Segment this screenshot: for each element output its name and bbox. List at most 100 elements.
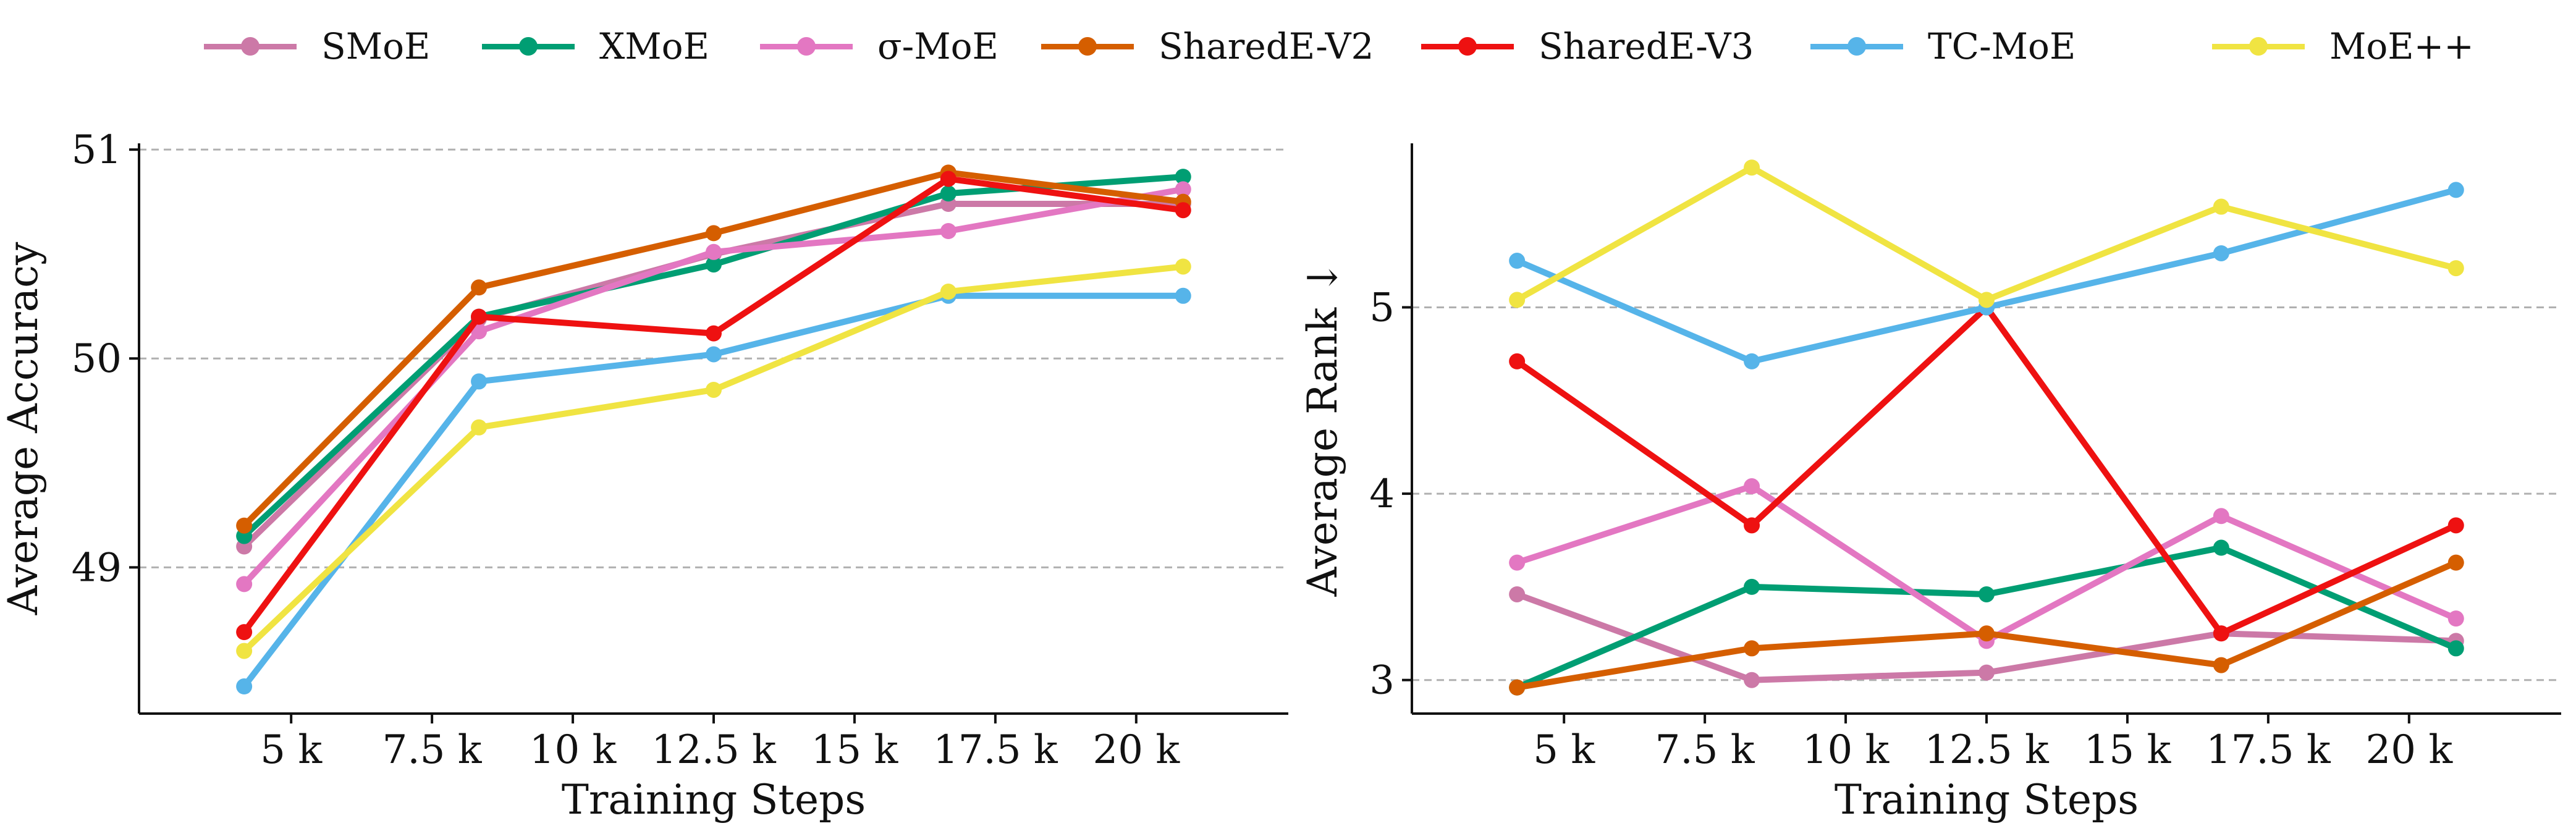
x-axis-label: Training Steps bbox=[1835, 776, 2139, 824]
series-line bbox=[1514, 483, 2459, 644]
data-point bbox=[2213, 625, 2229, 642]
data-point bbox=[2213, 245, 2229, 261]
data-point bbox=[1978, 625, 1995, 642]
legend-marker bbox=[797, 36, 816, 56]
data-point bbox=[1175, 287, 1191, 304]
data-point bbox=[1509, 586, 1526, 602]
data-point bbox=[2447, 610, 2464, 627]
legend-label: MoE++ bbox=[2329, 25, 2474, 67]
legend-label: SharedE-V2 bbox=[1159, 25, 1374, 67]
data-point bbox=[1744, 478, 1760, 495]
x-tick-label: 15 k bbox=[811, 727, 899, 773]
y-tick-label: 50 bbox=[72, 336, 122, 382]
y-tick-label: 5 bbox=[1369, 285, 1395, 331]
legend-label: XMoE bbox=[599, 25, 709, 67]
legend-marker bbox=[2249, 36, 2268, 56]
data-point bbox=[1744, 578, 1760, 595]
data-point bbox=[706, 256, 722, 273]
data-point bbox=[1509, 253, 1526, 269]
data-point bbox=[940, 284, 956, 300]
data-point bbox=[706, 381, 722, 398]
legend-swatch bbox=[482, 36, 575, 56]
data-point bbox=[471, 279, 488, 296]
data-point bbox=[471, 323, 488, 340]
x-tick-label: 7.5 k bbox=[382, 727, 483, 773]
legend-swatch bbox=[2212, 36, 2305, 56]
data-point bbox=[2447, 554, 2464, 571]
legend-marker bbox=[1458, 36, 1477, 56]
legend: SMoE XMoE σ-MoE SharedE-V2 SharedE-V3 TC-MoE M… bbox=[0, 12, 2576, 80]
data-point bbox=[236, 678, 253, 695]
legend-marker bbox=[1078, 36, 1097, 56]
data-point bbox=[706, 225, 722, 242]
legend-swatch bbox=[204, 36, 297, 56]
data-point bbox=[2213, 198, 2229, 215]
chart-panel-1: 49 50 51 5 k 7.5 k 10 k 12.5 k 15 k 17.5 k 20 k Tr… bbox=[0, 127, 1288, 824]
series-line bbox=[1514, 187, 2459, 365]
legend-marker bbox=[1848, 36, 1866, 56]
legend-item: SMoE bbox=[204, 12, 430, 80]
y-tick-label: 4 bbox=[1369, 471, 1395, 517]
x-tick-label: 7.5 k bbox=[1655, 727, 1755, 773]
data-point bbox=[236, 576, 253, 592]
data-point bbox=[1509, 292, 1526, 308]
legend-item: XMoE bbox=[482, 12, 709, 80]
x-tick-label: 5 k bbox=[1533, 727, 1595, 773]
data-point bbox=[236, 517, 253, 534]
x-tick-label: 20 k bbox=[2366, 727, 2454, 773]
y-tick-label: 3 bbox=[1369, 658, 1395, 704]
data-point bbox=[706, 346, 722, 363]
data-point bbox=[1509, 353, 1526, 369]
data-point bbox=[471, 308, 488, 325]
legend-label: SMoE bbox=[321, 25, 431, 67]
data-point bbox=[236, 624, 253, 641]
legend-swatch bbox=[1810, 36, 1903, 56]
data-point bbox=[1744, 159, 1760, 176]
legend-item: σ-MoE bbox=[760, 12, 999, 80]
x-tick-label: 10 k bbox=[1802, 727, 1890, 773]
x-tick-label: 12.5 k bbox=[651, 727, 777, 773]
y-axis-label: Average Accuracy bbox=[0, 242, 47, 615]
data-point bbox=[236, 643, 253, 659]
data-point bbox=[1175, 169, 1191, 185]
data-point bbox=[1978, 292, 1995, 308]
data-point bbox=[1175, 181, 1191, 198]
x-tick-label: 5 k bbox=[260, 727, 323, 773]
data-point bbox=[940, 223, 956, 239]
legend-label: σ-MoE bbox=[877, 25, 999, 67]
data-point bbox=[1978, 586, 1995, 602]
x-tick-label: 17.5 k bbox=[933, 727, 1058, 773]
legend-swatch bbox=[1421, 36, 1514, 56]
y-tick-label: 51 bbox=[72, 127, 122, 173]
data-point bbox=[2447, 517, 2464, 534]
series-line bbox=[241, 263, 1186, 654]
legend-swatch bbox=[760, 36, 853, 56]
data-point bbox=[2213, 508, 2229, 525]
data-point bbox=[940, 185, 956, 202]
legend-marker bbox=[519, 36, 538, 56]
legend-label: TC-MoE bbox=[1928, 25, 2076, 67]
data-point bbox=[2447, 640, 2464, 657]
data-point bbox=[1509, 554, 1526, 571]
data-point bbox=[1509, 679, 1526, 696]
y-tick-label: 49 bbox=[72, 545, 122, 591]
data-point bbox=[2213, 657, 2229, 673]
x-tick-label: 20 k bbox=[1093, 727, 1181, 773]
data-point bbox=[1744, 517, 1760, 534]
legend-item: MoE++ bbox=[2212, 12, 2474, 80]
data-point bbox=[1175, 202, 1191, 219]
x-axis-label: Training Steps bbox=[562, 776, 866, 824]
series-line bbox=[1514, 164, 2459, 303]
data-point bbox=[940, 171, 956, 187]
x-tick-label: 17.5 k bbox=[2206, 727, 2331, 773]
y-axis-label: Average Rank ↓ bbox=[1299, 261, 1346, 597]
legend-swatch bbox=[1041, 36, 1134, 56]
x-tick-label: 10 k bbox=[530, 727, 617, 773]
legend-item: SharedE-V2 bbox=[1041, 12, 1374, 80]
x-tick-label: 12.5 k bbox=[1924, 727, 2050, 773]
legend-item: SharedE-V3 bbox=[1421, 12, 1754, 80]
data-point bbox=[2213, 539, 2229, 556]
data-point bbox=[1978, 664, 1995, 681]
data-point bbox=[1744, 353, 1760, 369]
